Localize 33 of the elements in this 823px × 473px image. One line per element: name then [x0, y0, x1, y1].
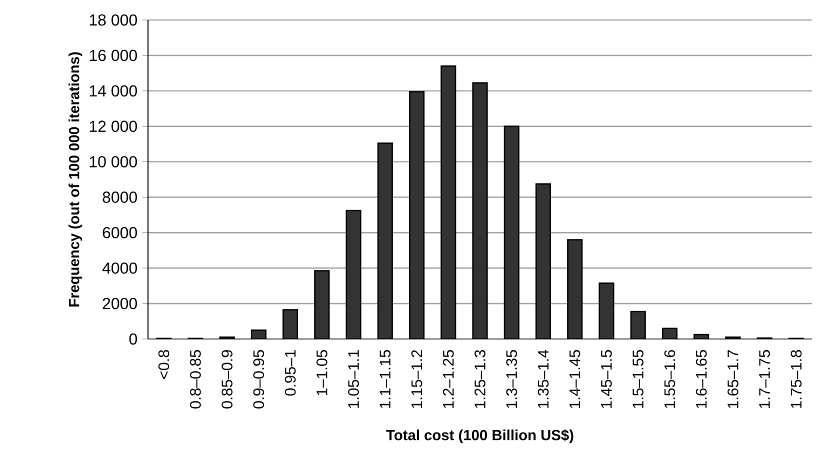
x-tick-label: 1.1–1.15: [380, 350, 390, 408]
x-tick-label: 1.5–1.55: [632, 350, 644, 408]
y-tick-label: 8000: [102, 192, 137, 203]
x-tick-label: 0.85–0.9: [222, 350, 232, 408]
x-tick-label: 1.65–1.7: [728, 350, 738, 408]
y-tick-label: 6000: [102, 226, 137, 238]
x-tick-label: 0.9–0.95: [253, 350, 264, 408]
y-tick-label: 12 000: [90, 120, 137, 132]
x-tick-label: 1.25–1.3: [474, 350, 486, 408]
y-tick-label: 16 000: [90, 50, 137, 62]
x-tick-label: 1.7–1.75: [759, 350, 770, 408]
y-tick-label: 4000: [102, 262, 137, 274]
x-tick-label: 1.75–1.8: [790, 350, 802, 408]
y-tick-label: 2000: [102, 298, 137, 310]
x-tick-label: 1.05–1.1: [348, 350, 359, 408]
x-tick-label: 1.2–1.25: [442, 350, 454, 408]
y-tick-label: 14 000: [90, 85, 137, 97]
x-tick-label: 1.15–1.2: [411, 350, 422, 408]
x-tick-label: 1.35–1.4: [538, 350, 549, 408]
y-tick-label: 0: [129, 333, 137, 345]
x-tick-label: 1.4–1.45: [570, 350, 580, 408]
x-tick-label: 1–1.05: [316, 350, 328, 396]
y-tick-label: 18 000: [90, 14, 137, 26]
x-tick-label: 0.95–1: [284, 350, 296, 396]
x-tick-label: 0.8–0.85: [190, 350, 201, 408]
x-tick-label: <0.8: [158, 350, 170, 379]
y-tick-label: 10 000: [90, 156, 137, 168]
x-tick-label: 1.55–1.6: [664, 350, 676, 408]
x-tick-label: 1.3–1.35: [506, 350, 518, 408]
x-tick-label: 1.6–1.65: [696, 350, 707, 408]
x-axis-title: Total cost (100 Billion US$): [386, 429, 574, 444]
y-axis-title: Frequency (out of 100 000 iterations): [68, 52, 82, 306]
x-tick-label: 1.45–1.5: [601, 350, 612, 408]
